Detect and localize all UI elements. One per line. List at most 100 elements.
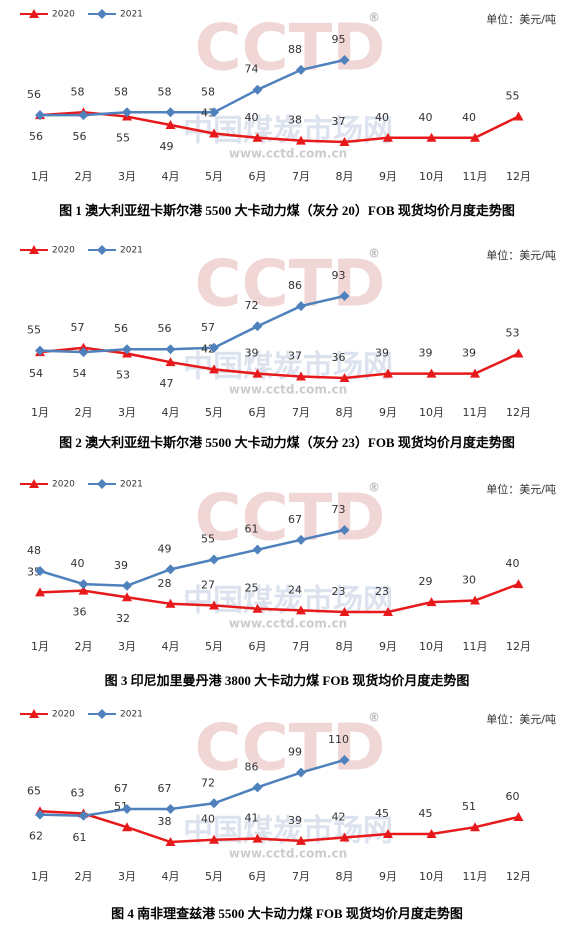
data-label: 62 [29, 830, 43, 843]
x-tick-label: 6月 [249, 406, 267, 419]
x-tick-label: 12月 [506, 870, 531, 883]
data-label: 51 [462, 800, 476, 813]
diamond-marker [78, 347, 89, 358]
data-label: 56 [73, 130, 87, 143]
triangle-marker [296, 835, 306, 845]
data-label: 40 [375, 111, 389, 124]
triangle-marker [252, 132, 263, 142]
data-label: 40 [71, 557, 85, 570]
watermark-mark: ® [368, 11, 380, 25]
diamond-marker [339, 55, 350, 65]
x-tick-label: 3月 [118, 170, 136, 183]
legend-label: 2020 [52, 480, 75, 490]
diamond-marker [252, 544, 263, 555]
diamond-marker [296, 767, 306, 778]
watermark-name: 中国煤炭市场网 [183, 114, 393, 149]
x-tick-label: 1月 [31, 870, 49, 883]
legend-label: 2021 [120, 10, 143, 20]
data-label: 54 [73, 367, 87, 380]
diamond-marker [122, 107, 132, 118]
data-label: 56 [114, 322, 128, 335]
data-label: 40 [462, 111, 476, 124]
x-tick-label: 6月 [249, 870, 267, 883]
x-tick-label: 2月 [75, 170, 93, 183]
watermark-name: 中国煤炭市场网 [183, 350, 393, 385]
data-label: 32 [116, 612, 130, 625]
data-label: 39 [419, 347, 433, 360]
diamond-marker [35, 110, 45, 121]
data-label: 39 [375, 347, 389, 360]
triangle-marker [383, 829, 393, 839]
triangle-marker [513, 579, 524, 589]
triangle-marker [470, 822, 480, 832]
x-tick-label: 3月 [118, 406, 136, 419]
data-label: 58 [71, 85, 85, 98]
legend-label: 2021 [120, 710, 143, 720]
x-tick-label: 1月 [31, 406, 49, 419]
data-label: 45 [375, 807, 389, 820]
x-tick-label: 10月 [419, 640, 444, 653]
diamond-marker [78, 810, 89, 821]
watermark-url: www.cctd.com.cn [229, 147, 347, 161]
watermark-mark: ® [368, 481, 380, 495]
data-label: 55 [27, 324, 41, 337]
data-label: 72 [245, 299, 259, 312]
diamond-marker [209, 554, 219, 565]
diamond-marker [97, 709, 107, 719]
x-tick-label: 4月 [162, 640, 180, 653]
data-label: 67 [114, 782, 128, 795]
data-label: 42 [332, 810, 346, 823]
triangle-marker [209, 600, 219, 610]
triangle-marker [78, 585, 89, 595]
diamond-marker [35, 809, 45, 820]
x-tick-label: 8月 [336, 640, 354, 653]
data-label: 28 [158, 577, 172, 590]
triangle-marker [426, 829, 437, 839]
data-label: 40 [201, 813, 215, 826]
data-label: 39 [245, 347, 259, 360]
triangle-marker [29, 479, 39, 488]
x-tick-label: 2月 [75, 640, 93, 653]
data-label: 36 [332, 351, 346, 364]
x-tick-label: 3月 [118, 640, 136, 653]
data-label: 58 [201, 85, 215, 98]
watermark-logo: CCTD [195, 248, 386, 322]
triangle-marker [165, 837, 176, 846]
data-label: 49 [158, 542, 172, 555]
data-label: 47 [160, 377, 174, 390]
legend-label: 2021 [120, 480, 143, 490]
triangle-marker [165, 120, 176, 130]
diamond-marker [296, 534, 306, 545]
x-tick-label: 9月 [379, 406, 397, 419]
diamond-marker [296, 301, 306, 312]
data-label: 55 [506, 90, 520, 103]
data-label: 38 [158, 815, 172, 828]
data-label: 23 [375, 585, 389, 598]
triangle-marker [209, 128, 219, 138]
triangle-marker [339, 373, 350, 382]
data-label: 72 [201, 776, 215, 789]
triangle-marker [252, 833, 263, 843]
watermark-url: www.cctd.com.cn [229, 383, 347, 397]
diamond-marker [122, 580, 132, 591]
x-tick-label: 11月 [463, 170, 488, 183]
chart-caption: 图 4 南非理查兹港 5500 大卡动力煤 FOB 现货均价月度走势图 [111, 906, 463, 921]
watermark-url: www.cctd.com.cn [229, 617, 347, 631]
triangle-marker [209, 834, 219, 844]
x-tick-label: 1月 [31, 170, 49, 183]
triangle-marker [252, 368, 263, 378]
x-tick-label: 5月 [205, 870, 223, 883]
triangle-marker [513, 348, 524, 358]
data-label: 27 [201, 578, 215, 591]
data-label: 56 [29, 130, 43, 143]
unit-label: 单位：美元/吨 [486, 248, 556, 262]
triangle-marker [470, 368, 480, 378]
chart-caption: 图 3 印尼加里曼丹港 3800 大卡动力煤 FOB 现货均价月度走势图 [105, 673, 470, 688]
legend-label: 2020 [52, 246, 75, 256]
triangle-marker [296, 135, 306, 145]
data-label: 41 [245, 812, 259, 825]
triangle-marker [513, 811, 524, 821]
triangle-marker [339, 607, 350, 616]
x-tick-label: 4月 [162, 170, 180, 183]
